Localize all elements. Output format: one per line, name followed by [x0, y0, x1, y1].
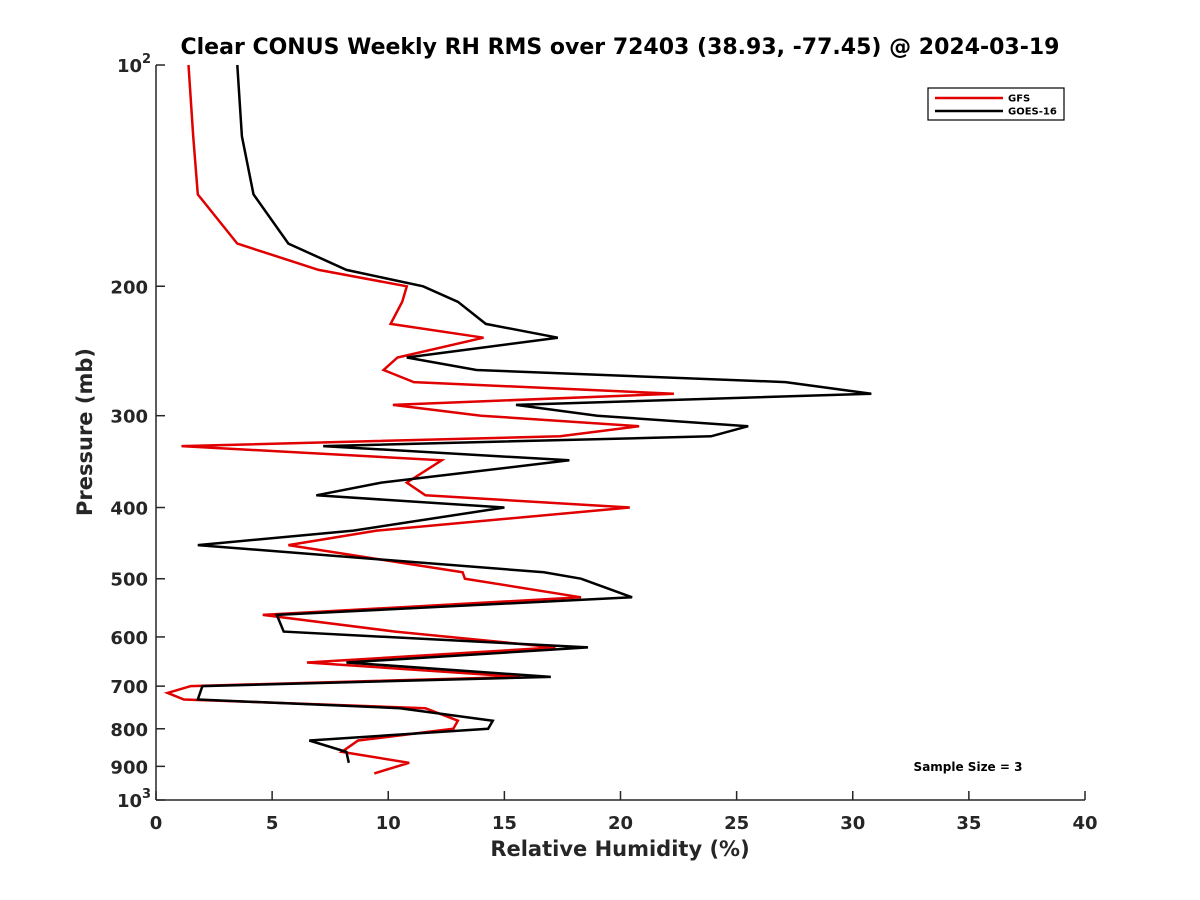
legend-label: GOES-16 [1008, 107, 1057, 118]
series-line-goes-16 [196, 64, 872, 764]
legend: GFS GOES-16 [927, 87, 1065, 121]
y-tick-label: 900 [110, 757, 148, 778]
x-ticks: 0 5 10 15 20 25 30 35 40 [150, 791, 1098, 834]
legend-box [927, 87, 1065, 121]
sample-size-annotation: Sample Size = 3 [914, 760, 1023, 774]
legend-label: GFS [1008, 94, 1030, 105]
x-tick-label: 25 [724, 813, 749, 834]
y-tick-label: 800 [110, 720, 148, 741]
series-lines [163, 64, 872, 775]
chart-title: Clear CONUS Weekly RH RMS over 72403 (38… [181, 35, 1060, 60]
y-tick-label: 700 [110, 677, 148, 698]
x-tick-label: 10 [376, 813, 401, 834]
y-tick-label: 200 [110, 277, 148, 298]
y-tick-exponent: 3 [142, 787, 151, 802]
x-tick-label: 35 [956, 813, 981, 834]
y-tick-label: 400 [110, 499, 148, 520]
x-tick-label: 30 [840, 813, 865, 834]
y-tick-label: 500 [110, 570, 148, 591]
x-tick-label: 15 [492, 813, 517, 834]
x-axis-label: Relative Humidity (%) [490, 837, 749, 861]
y-tick-label: 10 [117, 56, 142, 77]
y-tick-label: 600 [110, 628, 148, 649]
x-tick-label: 0 [150, 813, 163, 834]
y-tick-exponent: 2 [142, 52, 151, 67]
x-tick-label: 20 [608, 813, 633, 834]
y-tick-label: 10 [117, 791, 142, 812]
y-axis-label: Pressure (mb) [73, 348, 97, 516]
x-tick-label: 40 [1072, 813, 1097, 834]
y-tick-label: 300 [110, 407, 148, 428]
x-tick-label: 5 [266, 813, 279, 834]
plot-area: 0 5 10 15 20 25 30 35 40 10 220030040050060070080… [110, 52, 1097, 834]
